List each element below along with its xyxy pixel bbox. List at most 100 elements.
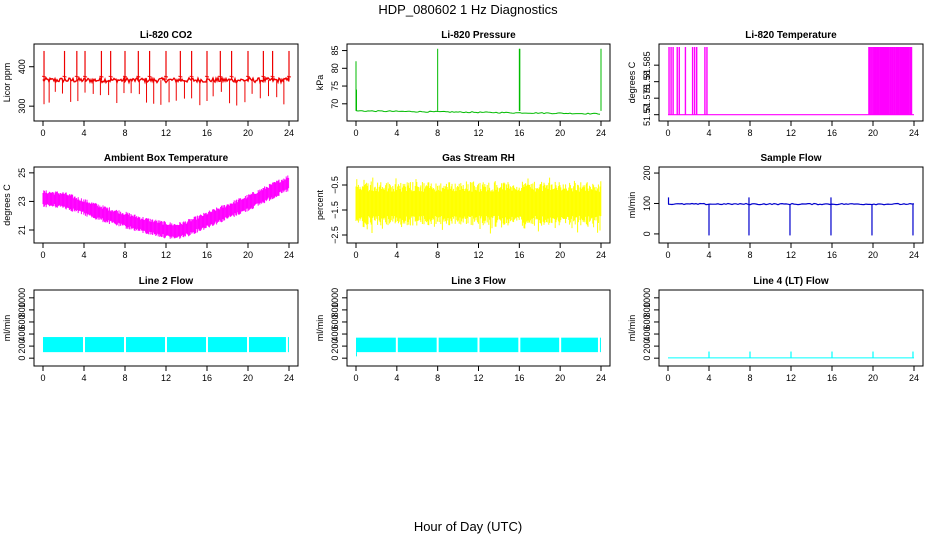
y-axis-label: ml/min: [627, 315, 637, 342]
x-tick-label: 8: [435, 373, 440, 383]
spike-shoulder: [74, 75, 79, 78]
x-tick-label: 16: [202, 250, 212, 260]
series-rh: [355, 177, 602, 234]
y-tick-label: 800: [330, 302, 340, 317]
spike-shoulder: [122, 75, 128, 78]
x-tick-label: 4: [394, 128, 399, 138]
series-box_temp: [42, 175, 290, 239]
x-tick-label: 4: [81, 373, 86, 383]
y-tick-label: 600: [17, 314, 27, 329]
x-tick-label: 12: [161, 128, 171, 138]
x-tick-label: 20: [555, 128, 565, 138]
spike-shoulder: [189, 75, 194, 78]
series-line: [42, 75, 290, 85]
series-pressure: [355, 48, 602, 115]
spike-shoulder: [163, 75, 169, 78]
panel-line3: Line 3 Flow ml/min 0 4 8 12 16 20 24 0 20040060080…: [315, 276, 611, 383]
spike-shoulder: [261, 75, 266, 78]
y-tick-label: 100: [642, 196, 652, 211]
x-axis: 0 4 8 12 16 20 24: [40, 365, 294, 383]
x-tick-label: 8: [747, 250, 752, 260]
x-tick-label: 0: [665, 250, 670, 260]
panel-licor_temp: Li-820 Temperature degrees C 0 4 8 12 16 20 24 51…: [627, 30, 924, 138]
y-tick-label: 400: [330, 327, 340, 342]
x-tick-label: 4: [81, 128, 86, 138]
x-tick-label: 20: [555, 250, 565, 260]
y-axis-label: kPa: [315, 75, 325, 91]
y-tick-label: −1.5: [330, 201, 340, 219]
spike-shoulder: [178, 75, 183, 78]
y-tick-label: −0.5: [330, 176, 340, 194]
x-tick-label: 8: [122, 250, 127, 260]
x-tick-label: 16: [514, 373, 524, 383]
y-axis: 0 100 200: [642, 166, 660, 236]
spike-shoulder: [204, 75, 210, 78]
x-tick-label: 20: [555, 373, 565, 383]
x-tick-label: 12: [473, 128, 483, 138]
x-tick-label: 20: [243, 373, 253, 383]
y-tick-label: 0: [642, 356, 652, 361]
y-tick-label: 51.585: [642, 51, 652, 79]
flow-block: [126, 337, 165, 353]
flow-block: [167, 337, 206, 353]
x-axis: 0 4 8 12 16 20 24: [353, 120, 606, 138]
y-tick-label: 0: [17, 356, 27, 361]
y-axis-label: ml/min: [2, 315, 12, 342]
y-tick-label: 80: [330, 63, 340, 73]
x-tick-label: 24: [909, 373, 919, 383]
x-tick-label: 0: [353, 373, 358, 383]
spike-shoulder: [136, 75, 141, 78]
x-tick-label: 4: [81, 250, 86, 260]
panel-line4: Line 4 (LT) Flow ml/min 0 4 8 12 16 20 24 0 200400…: [627, 276, 924, 383]
y-tick-label: 200: [642, 166, 652, 181]
x-tick-label: 24: [596, 373, 606, 383]
spike-shoulder: [108, 75, 113, 78]
y-axis: 21 23 25: [17, 168, 35, 235]
y-tick-label: 51.58: [642, 70, 652, 93]
x-tick-label: 16: [202, 373, 212, 383]
panel-title: Line 4 (LT) Flow: [753, 276, 829, 287]
x-tick-label: 20: [243, 250, 253, 260]
x-axis: 0 4 8 12 16 20 24: [665, 242, 919, 260]
x-tick-label: 4: [394, 373, 399, 383]
x-tick-label: 12: [161, 373, 171, 383]
x-axis: 0 4 8 12 16 20 24: [665, 120, 919, 138]
y-axis: 300 400: [17, 59, 35, 114]
spike-shoulder: [82, 75, 88, 78]
x-tick-label: 16: [514, 128, 524, 138]
y-tick-label: 200: [17, 339, 27, 354]
x-axis: 0 4 8 12 16 20 24: [40, 120, 294, 138]
flow-block: [438, 337, 478, 353]
panel-title: Gas Stream RH: [442, 153, 515, 164]
x-tick-label: 12: [473, 250, 483, 260]
series-sample_flow: [667, 197, 915, 236]
spike-shoulder: [62, 75, 67, 78]
x-tick-label: 24: [596, 250, 606, 260]
x-tick-label: 24: [284, 128, 294, 138]
panel-line2: Line 2 Flow ml/min 0 4 8 12 16 20 24 0 20040060080…: [2, 276, 299, 383]
x-tick-label: 12: [786, 250, 796, 260]
figure-xlabel: Hour of Day (UTC): [414, 519, 522, 534]
series-line: [667, 202, 915, 206]
x-tick-label: 16: [514, 250, 524, 260]
flow-block: [249, 337, 286, 353]
panel-title: Li-820 CO2: [140, 30, 193, 41]
y-tick-label: 1000: [330, 288, 340, 308]
y-tick-label: 25: [17, 168, 27, 178]
spike-shoulder: [147, 75, 152, 78]
flow-block: [85, 337, 124, 353]
x-tick-label: 12: [161, 250, 171, 260]
panel-title: Li-820 Temperature: [745, 30, 837, 41]
x-tick-label: 0: [665, 373, 670, 383]
y-axis-label: ml/min: [627, 192, 637, 219]
x-tick-label: 4: [706, 250, 711, 260]
x-tick-label: 20: [243, 128, 253, 138]
flow-block: [356, 337, 396, 353]
y-tick-label: 800: [17, 302, 27, 317]
plot-frame: [33, 289, 299, 367]
spike-shoulder: [286, 75, 292, 78]
